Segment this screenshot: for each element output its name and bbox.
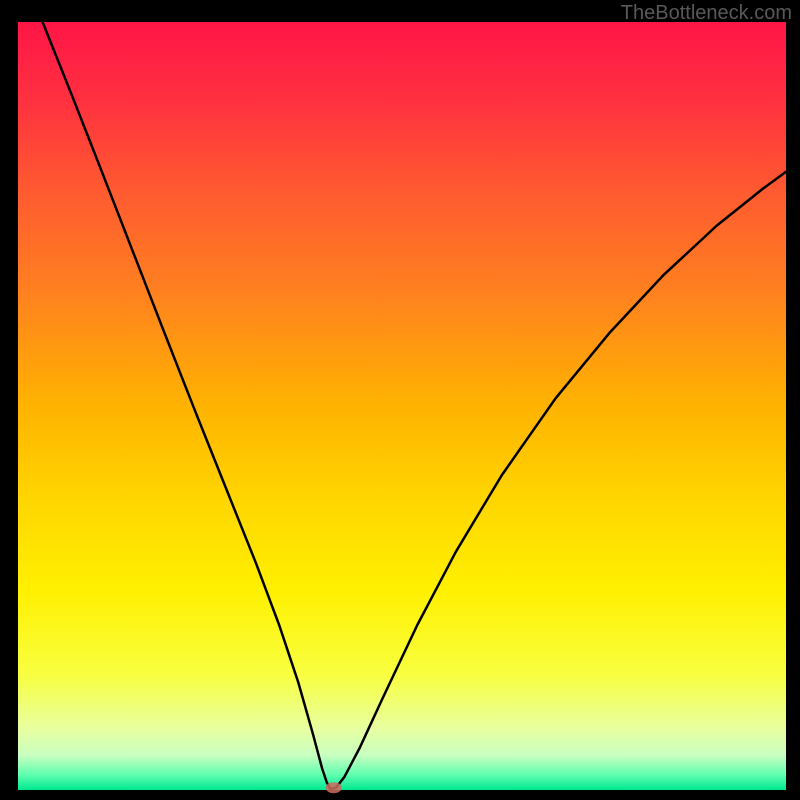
watermark-text: TheBottleneck.com: [621, 2, 792, 25]
chart-container: TheBottleneck.com: [0, 0, 800, 800]
plot-background: [18, 22, 786, 790]
bottleneck-chart: [0, 0, 800, 800]
optimal-point-marker: [326, 782, 342, 793]
